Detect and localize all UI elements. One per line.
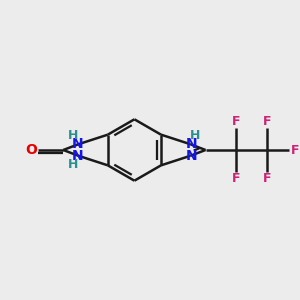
- Text: H: H: [68, 130, 79, 142]
- Text: N: N: [71, 137, 83, 151]
- Text: F: F: [232, 172, 241, 185]
- Text: F: F: [232, 115, 241, 128]
- Text: N: N: [186, 137, 197, 151]
- Text: O: O: [26, 143, 38, 157]
- Text: F: F: [263, 172, 271, 185]
- Text: F: F: [291, 143, 300, 157]
- Text: N: N: [186, 149, 197, 163]
- Text: F: F: [263, 115, 271, 128]
- Text: H: H: [190, 130, 201, 142]
- Text: N: N: [71, 149, 83, 163]
- Text: H: H: [68, 158, 79, 170]
